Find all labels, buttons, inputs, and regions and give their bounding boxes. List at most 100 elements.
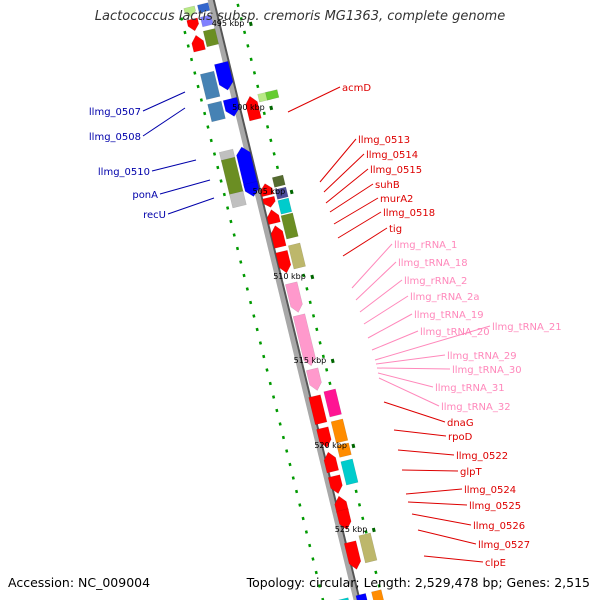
gene-feature[interactable] — [202, 28, 219, 48]
track-dot — [219, 179, 223, 183]
gene-label-llmg_0510[interactable]: llmg_0510 — [98, 167, 150, 178]
gene-label-pona[interactable]: ponA — [132, 190, 158, 201]
track-dot — [239, 260, 243, 264]
gene-feature[interactable] — [371, 589, 385, 600]
gene-feature[interactable] — [265, 208, 281, 225]
track-dot — [236, 3, 240, 8]
gene-feature[interactable] — [214, 60, 234, 92]
gene-label-llmg_0507[interactable]: llmg_0507 — [89, 107, 141, 118]
gene-label-llmg_0526[interactable]: llmg_0526 — [473, 521, 525, 532]
gene-label-recu[interactable]: recU — [143, 210, 166, 221]
gene-label-llmg_0527[interactable]: llmg_0527 — [478, 540, 530, 551]
gene-feature[interactable] — [327, 474, 344, 495]
gene-feature[interactable] — [186, 17, 201, 32]
track-dot — [268, 381, 272, 386]
track-dot — [189, 57, 194, 62]
gene-label-llmg_0508[interactable]: llmg_0508 — [89, 132, 141, 143]
label-leader — [333, 197, 379, 225]
gene-label-llmg_trna_19[interactable]: llmg_tRNA_19 — [414, 310, 484, 321]
gene-label-llmg_0518[interactable]: llmg_0518 — [383, 208, 435, 219]
gene-feature[interactable] — [207, 100, 226, 123]
track-dot — [252, 314, 256, 318]
gene-label-llmg_trna_32[interactable]: llmg_tRNA_32 — [441, 402, 511, 413]
gene-feature[interactable] — [271, 174, 286, 188]
gene-label-llmg_rrna_2a[interactable]: llmg_rRNA_2a — [410, 292, 480, 303]
gene-label-llmg_0524[interactable]: llmg_0524 — [464, 485, 516, 496]
gene-feature[interactable] — [244, 95, 262, 122]
gene-label-llmg_0513[interactable]: llmg_0513 — [358, 135, 410, 146]
gene-label-clpe[interactable]: clpE — [485, 558, 506, 569]
gene-feature[interactable] — [338, 597, 352, 600]
gene-feature[interactable] — [336, 442, 352, 458]
gene-feature[interactable] — [358, 532, 378, 564]
track-dot — [298, 503, 302, 507]
gene-feature[interactable] — [220, 156, 244, 196]
gene-feature[interactable] — [316, 426, 332, 449]
gene-label-llmg_rrna_1[interactable]: llmg_rRNA_1 — [394, 240, 457, 251]
gene-feature[interactable] — [243, 180, 261, 198]
gene-label-llmg_0515[interactable]: llmg_0515 — [370, 165, 422, 176]
gene-feature[interactable] — [333, 495, 349, 514]
gene-feature[interactable] — [265, 89, 280, 101]
gene-feature[interactable] — [235, 145, 259, 188]
gene-feature[interactable] — [292, 313, 317, 367]
gene-label-llmg_trna_31[interactable]: llmg_tRNA_31 — [435, 383, 505, 394]
gene-shape — [343, 540, 362, 570]
gene-label-llmg_0514[interactable]: llmg_0514 — [366, 150, 418, 161]
gene-feature[interactable] — [183, 5, 197, 18]
gene-shape — [271, 174, 286, 188]
label-leader — [407, 501, 468, 506]
gene-label-llmg_trna_18[interactable]: llmg_tRNA_18 — [398, 258, 468, 269]
gene-label-dnag[interactable]: dnaG — [447, 418, 474, 429]
gene-label-llmg_0522[interactable]: llmg_0522 — [456, 451, 508, 462]
gene-feature[interactable] — [280, 212, 299, 240]
gene-feature[interactable] — [199, 70, 221, 100]
track-dot — [311, 557, 315, 561]
gene-label-llmg_trna_21[interactable]: llmg_tRNA_21 — [492, 322, 562, 333]
gene-feature[interactable] — [340, 458, 359, 486]
gene-label-llmg_0525[interactable]: llmg_0525 — [469, 501, 521, 512]
label-leader — [359, 279, 403, 313]
gene-feature[interactable] — [322, 451, 340, 474]
gene-feature[interactable] — [275, 249, 293, 274]
gene-feature[interactable] — [259, 182, 274, 198]
gene-feature[interactable] — [336, 508, 352, 531]
label-leader — [151, 159, 197, 172]
track-dot — [308, 300, 312, 305]
gene-label-acmd[interactable]: acmD — [342, 83, 371, 94]
gene-feature[interactable] — [199, 14, 214, 28]
gene-feature[interactable] — [274, 186, 289, 200]
gene-label-llmg_trna_30[interactable]: llmg_tRNA_30 — [452, 365, 522, 376]
gene-feature[interactable] — [308, 394, 328, 426]
gene-label-suhb[interactable]: suhB — [375, 180, 400, 191]
gene-feature[interactable] — [330, 418, 349, 444]
gene-feature[interactable] — [190, 34, 206, 53]
gene-feature[interactable] — [222, 96, 241, 118]
scale-tick — [289, 189, 294, 195]
gene-feature[interactable] — [197, 2, 211, 14]
label-leader — [167, 197, 215, 215]
track-dot — [291, 476, 295, 480]
gene-feature[interactable] — [269, 224, 287, 249]
gene-feature[interactable] — [277, 197, 293, 215]
gene-shape — [338, 597, 352, 600]
gene-label-llmg_rrna_2[interactable]: llmg_rRNA_2 — [404, 276, 467, 287]
label-leader — [329, 183, 374, 213]
gene-feature[interactable] — [343, 540, 362, 571]
gene-feature[interactable] — [287, 242, 306, 270]
gene-label-tig[interactable]: tig — [389, 224, 402, 235]
gene-label-rpod[interactable]: rpoD — [448, 432, 473, 443]
track-dot — [262, 354, 266, 359]
gene-feature[interactable] — [262, 195, 277, 209]
track-dot — [212, 152, 217, 156]
gene-shape — [266, 209, 281, 225]
gene-label-mura2[interactable]: murA2 — [380, 194, 413, 205]
gene-feature[interactable] — [229, 190, 247, 209]
gene-label-glpt[interactable]: glpT — [460, 467, 482, 478]
gene-feature[interactable] — [285, 281, 304, 314]
gene-shape — [183, 5, 196, 18]
gene-label-llmg_trna_29[interactable]: llmg_tRNA_29 — [447, 351, 517, 362]
gene-label-llmg_trna_20[interactable]: llmg_tRNA_20 — [420, 327, 490, 338]
gene-feature[interactable] — [305, 367, 323, 392]
gene-feature[interactable] — [323, 388, 342, 418]
